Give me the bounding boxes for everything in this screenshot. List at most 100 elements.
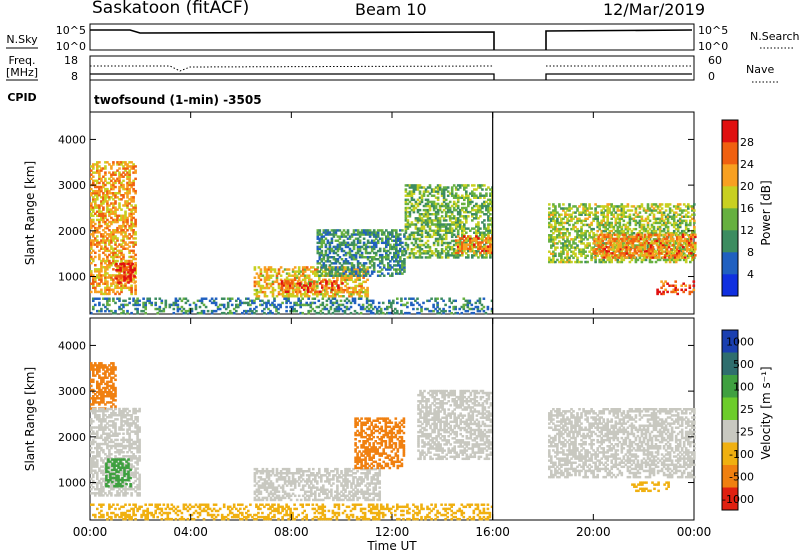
- echo-cell: [130, 226, 133, 230]
- echo-cell: [283, 288, 287, 292]
- echo-cell: [332, 235, 336, 238]
- echo-cell: [297, 278, 301, 282]
- echo-cell: [124, 235, 127, 238]
- echo-cell: [374, 237, 378, 240]
- echo-cell: [612, 250, 616, 253]
- echo-cell: [452, 184, 456, 187]
- echo-cell: [313, 282, 316, 285]
- echo-cell: [337, 303, 341, 307]
- echo-cell: [218, 303, 222, 307]
- echo-cell: [316, 237, 320, 240]
- echo-cell: [674, 211, 678, 214]
- echo-cell: [190, 309, 194, 313]
- echo-cell: [336, 272, 339, 275]
- echo-cell: [335, 305, 339, 309]
- echo-cell: [121, 279, 124, 282]
- echo-cell: [102, 167, 105, 170]
- echo-cell: [406, 235, 410, 239]
- echo-cell: [104, 286, 107, 290]
- echo-cell: [326, 272, 329, 275]
- echo-cell: [485, 208, 488, 212]
- echo-cell: [387, 241, 390, 245]
- echo-cell: [288, 284, 292, 287]
- echo-cell: [465, 245, 468, 248]
- echo-cell: [678, 248, 682, 251]
- echo-cell: [444, 223, 448, 226]
- echo-cell: [316, 280, 319, 284]
- echo-cell: [334, 233, 338, 236]
- echo-cell: [444, 215, 448, 218]
- echo-cell: [226, 297, 230, 300]
- echo-cell: [303, 270, 307, 273]
- echo-cell: [489, 256, 492, 259]
- echo-cell: [279, 278, 283, 282]
- echo-cell: [334, 274, 338, 277]
- echo-cell: [424, 235, 428, 239]
- echo-cell: [615, 237, 619, 241]
- echo-cell: [125, 266, 128, 270]
- echo-cell: [456, 206, 460, 210]
- echo-cell: [690, 243, 693, 247]
- echo-cell: [122, 183, 125, 187]
- echo-cell: [316, 295, 319, 298]
- echo-cell: [422, 227, 426, 230]
- echo-cell: [399, 264, 402, 267]
- echo-cell: [568, 258, 571, 262]
- echo-cell: [428, 245, 432, 249]
- echo-cell: [610, 225, 614, 229]
- echo-cell: [372, 247, 376, 251]
- echo-cell: [124, 282, 127, 285]
- echo-cell: [638, 215, 642, 218]
- echo-cell: [648, 219, 652, 223]
- echo-cell: [348, 293, 351, 296]
- echo-cell: [688, 243, 691, 247]
- echo-cell: [287, 293, 291, 296]
- echo-cell: [126, 311, 129, 315]
- echo-cell: [114, 286, 117, 290]
- echo-cell: [194, 305, 198, 309]
- echo-cell: [456, 184, 460, 187]
- echo-cell: [322, 229, 326, 232]
- echo-cell: [265, 282, 269, 286]
- echo-cell: [651, 250, 655, 253]
- echo-cell: [100, 309, 103, 313]
- echo-cell: [428, 229, 432, 232]
- echo-cell: [293, 278, 297, 282]
- echo-cell: [452, 256, 456, 259]
- echo-cell: [114, 179, 117, 183]
- echo-cell: [444, 202, 448, 206]
- echo-cell: [642, 258, 646, 262]
- echo-cell: [622, 232, 626, 235]
- echo-cell: [98, 231, 101, 234]
- echo-cell: [454, 208, 458, 212]
- echo-cell: [634, 227, 638, 231]
- echo-cell: [297, 286, 301, 290]
- echo-cell: [662, 282, 665, 285]
- echo-cell: [450, 194, 454, 197]
- echo-cell: [303, 295, 307, 298]
- echo-cell: [198, 311, 202, 315]
- echo-cell: [469, 243, 472, 247]
- echo-cell: [324, 274, 328, 277]
- echo-cell: [102, 216, 105, 220]
- echo-cell: [602, 207, 606, 210]
- echo-cell: [597, 245, 601, 249]
- echo-cell: [263, 290, 267, 294]
- echo-cell: [434, 254, 438, 257]
- echo-cell: [676, 227, 680, 231]
- echo-cell: [477, 237, 480, 240]
- echo-cell: [548, 240, 551, 243]
- echo-cell: [420, 227, 424, 230]
- echo-cell: [639, 237, 643, 241]
- echo-cell: [650, 203, 654, 206]
- echo-cell: [674, 290, 678, 294]
- echo-cell: [426, 250, 430, 253]
- echo-cell: [123, 279, 126, 282]
- echo-cell: [568, 242, 571, 245]
- echo-cell: [140, 309, 143, 313]
- echo-cell: [358, 274, 362, 277]
- echo-cell: [560, 260, 563, 264]
- echo-cell: [358, 293, 361, 296]
- echo-cell: [124, 259, 127, 263]
- echo-cell: [329, 307, 333, 311]
